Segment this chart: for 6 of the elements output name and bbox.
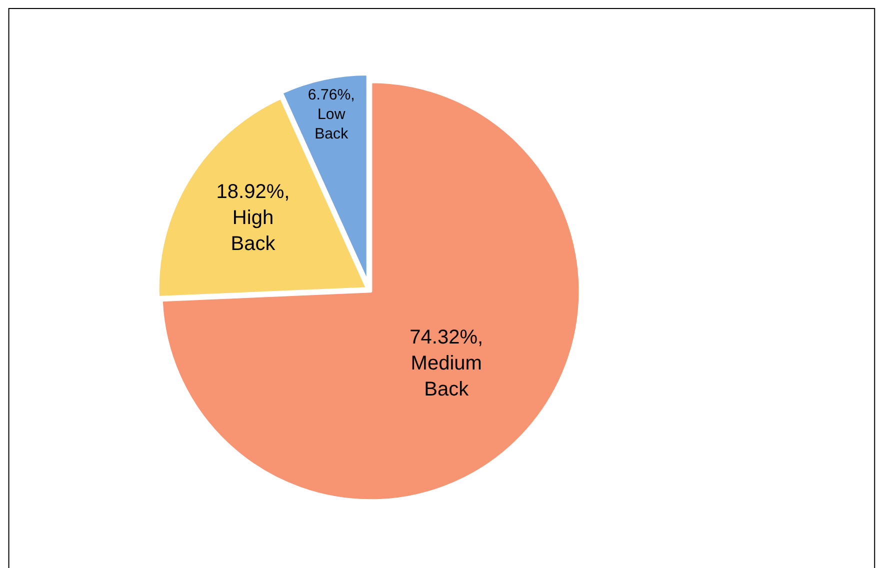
slice-label: Low Back	[314, 106, 349, 142]
data-label: 6.76%,	[308, 86, 355, 104]
data-label: 74.32%,	[410, 326, 484, 349]
data-label: 18.92%,	[216, 181, 290, 204]
slice-label: High Back	[230, 207, 276, 256]
slice-label: Medium Back	[410, 352, 482, 401]
